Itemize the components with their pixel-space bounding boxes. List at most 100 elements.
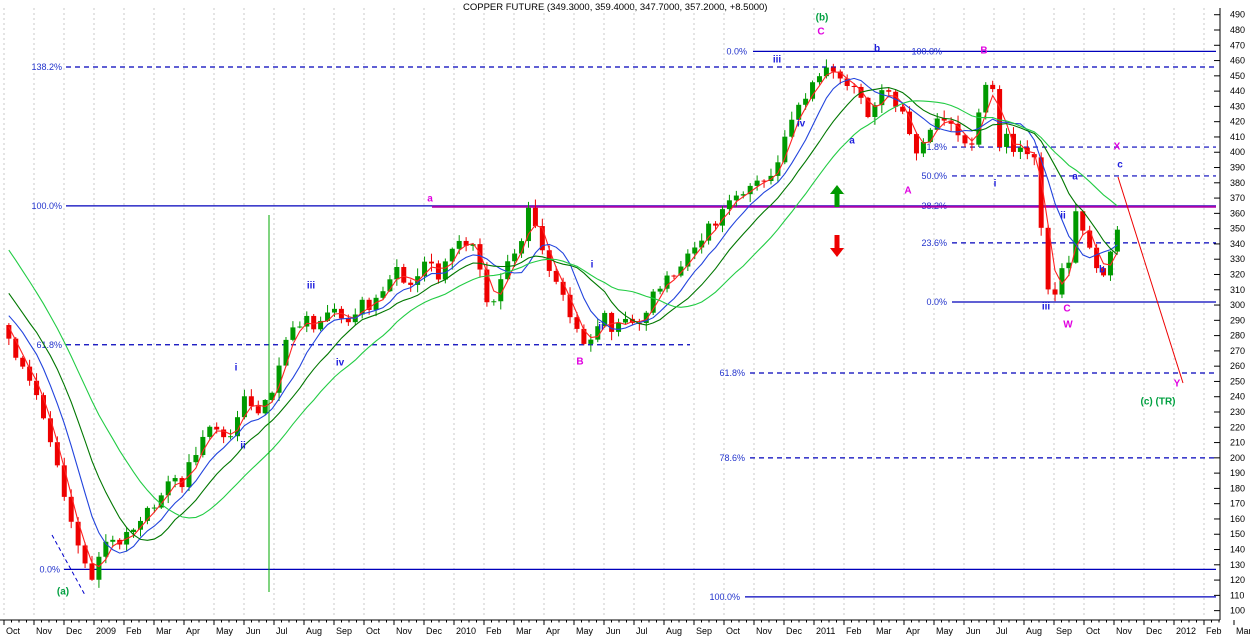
y-axis-tick-label: 350 bbox=[1230, 224, 1245, 234]
wave-label: iv bbox=[797, 119, 806, 130]
y-axis-tick-label: 400 bbox=[1230, 147, 1245, 157]
moving-averages bbox=[8, 71, 1118, 568]
y-axis-tick-label: 450 bbox=[1230, 71, 1245, 81]
y-axis-tick-label: 270 bbox=[1230, 346, 1245, 356]
y-axis: 490 480 470 460 450 440 430 420 410 400 390 380 370 3… bbox=[1214, 8, 1245, 620]
y-axis-tick-label: 260 bbox=[1230, 361, 1245, 371]
y-axis-tick-label: 310 bbox=[1230, 285, 1245, 295]
y-axis-tick-label: 460 bbox=[1230, 56, 1245, 66]
fib-level-label: 100.0% bbox=[31, 201, 62, 211]
x-axis-tick-label: Oct bbox=[1086, 626, 1101, 636]
y-axis-tick-label: 360 bbox=[1230, 208, 1245, 218]
y-axis-tick-label: 410 bbox=[1230, 132, 1245, 142]
fib-levels: 138.2%61.8%0.0%0.0%100.0%61.8%50.0%38.2%… bbox=[31, 46, 1216, 602]
wave-label: (b) bbox=[816, 13, 829, 24]
y-axis-tick-label: 100 bbox=[1230, 606, 1245, 616]
x-axis-tick-label: Nov bbox=[396, 626, 413, 636]
wave-label: i bbox=[591, 260, 594, 271]
x-axis-tick-label: Aug bbox=[306, 626, 322, 636]
y-axis-tick-label: 440 bbox=[1230, 86, 1245, 96]
x-axis-tick-label: 2010 bbox=[456, 626, 476, 636]
x-axis-tick-label: Aug bbox=[1026, 626, 1042, 636]
x-axis-tick-label: Mar bbox=[516, 626, 532, 636]
fib-level-label: 61.8% bbox=[36, 340, 62, 350]
x-axis-tick-label: Dec bbox=[66, 626, 83, 636]
x-axis-tick-label: May bbox=[576, 626, 594, 636]
x-axis-tick-label: Nov bbox=[36, 626, 53, 636]
x-axis-tick-label: Feb bbox=[126, 626, 142, 636]
x-axis: Oct Nov Dec 2009 Feb Mar Apr May Jun Jul Aug Sep Oct… bbox=[0, 619, 1250, 636]
signal-arrows bbox=[830, 185, 844, 257]
x-axis-tick-label: Nov bbox=[1116, 626, 1133, 636]
fib-level-label: 23.6% bbox=[921, 238, 947, 248]
wave-label: ii bbox=[240, 441, 246, 452]
x-axis-tick-label: Sep bbox=[696, 626, 712, 636]
fib-level-label: 0.0% bbox=[926, 297, 947, 307]
y-axis-tick-label: 480 bbox=[1230, 25, 1245, 35]
wave-annotations: (a)(b)(c) (TR)CBAaBXCWYiiibivaiiiiiiiiii… bbox=[57, 13, 1181, 598]
wave-label: iii bbox=[1042, 302, 1051, 313]
x-axis-tick-label: Jun bbox=[606, 626, 621, 636]
wave-label: a bbox=[1072, 172, 1078, 183]
y-axis-tick-label: 490 bbox=[1230, 10, 1245, 20]
y-axis-tick-label: 330 bbox=[1230, 254, 1245, 264]
y-axis-tick-label: 340 bbox=[1230, 239, 1245, 249]
downtrend-line bbox=[51, 534, 86, 596]
x-axis-tick-label: May bbox=[216, 626, 234, 636]
down-arrow-icon bbox=[830, 235, 844, 257]
x-axis-tick-label: Dec bbox=[786, 626, 803, 636]
wave-label: ii bbox=[1060, 211, 1066, 222]
x-axis-tick-label: Nov bbox=[756, 626, 773, 636]
ma-medium bbox=[8, 77, 1118, 554]
y-axis-tick-label: 170 bbox=[1230, 499, 1245, 509]
x-axis-tick-label: Jul bbox=[636, 626, 648, 636]
wave-label: c bbox=[1117, 160, 1123, 171]
wave-label: C bbox=[1063, 304, 1070, 315]
wave-label: ii bbox=[598, 322, 604, 333]
y-axis-tick-label: 300 bbox=[1230, 300, 1245, 310]
x-axis-tick-label: Dec bbox=[426, 626, 443, 636]
y-axis-tick-label: 160 bbox=[1230, 514, 1245, 524]
x-axis-tick-label: Jul bbox=[276, 626, 288, 636]
x-axis-tick-label: Mar bbox=[156, 626, 172, 636]
x-axis-tick-label: Jun bbox=[966, 626, 981, 636]
wave-label: (c) (TR) bbox=[1141, 397, 1176, 408]
wave-label: iv bbox=[336, 358, 345, 369]
wave-label: b bbox=[874, 44, 880, 55]
wave-label: X bbox=[1114, 142, 1121, 153]
x-axis-tick-label: Jul bbox=[996, 626, 1008, 636]
y-axis-tick-label: 370 bbox=[1230, 193, 1245, 203]
x-axis-tick-label: 2011 bbox=[816, 626, 835, 636]
x-axis-tick-label: 2009 bbox=[96, 626, 116, 636]
gridlines bbox=[3, 8, 1205, 618]
y-axis-tick-label: 140 bbox=[1230, 545, 1245, 555]
y-axis-tick-label: 290 bbox=[1230, 315, 1245, 325]
y-axis-tick-label: 130 bbox=[1230, 560, 1245, 570]
y-axis-tick-label: 430 bbox=[1230, 101, 1245, 111]
fib-level-label: 100.0% bbox=[709, 592, 740, 602]
y-axis-tick-label: 190 bbox=[1230, 468, 1245, 478]
y-axis-tick-label: 200 bbox=[1230, 453, 1245, 463]
chart-title: COPPER FUTURE (349.3000, 359.4000, 347.7… bbox=[463, 2, 768, 13]
wave-label: B bbox=[980, 46, 987, 57]
x-axis-tick-label: Aug bbox=[666, 626, 682, 636]
ma-very-slow bbox=[8, 100, 1118, 519]
wave-label: A bbox=[904, 186, 911, 197]
y-axis-tick-label: 180 bbox=[1230, 483, 1245, 493]
y-axis-tick-label: 390 bbox=[1230, 163, 1245, 173]
y-axis-tick-label: 150 bbox=[1230, 529, 1245, 539]
wave-label: b bbox=[1099, 265, 1105, 276]
x-axis-tick-label: Apr bbox=[906, 626, 920, 636]
trend-lines bbox=[51, 176, 1184, 596]
x-axis-tick-label: Sep bbox=[336, 626, 352, 636]
x-axis-tick-label: Mar bbox=[1236, 626, 1250, 636]
fib-level-label: 61.8% bbox=[921, 142, 947, 152]
fib-levels-overlay: 100.0% bbox=[31, 201, 1216, 211]
x-axis-tick-label: Apr bbox=[546, 626, 560, 636]
wave-label: C bbox=[817, 27, 824, 38]
fib-level-label: 50.0% bbox=[921, 171, 947, 181]
fib-level-label: 0.0% bbox=[39, 564, 60, 574]
wave-label: (a) bbox=[57, 587, 69, 598]
